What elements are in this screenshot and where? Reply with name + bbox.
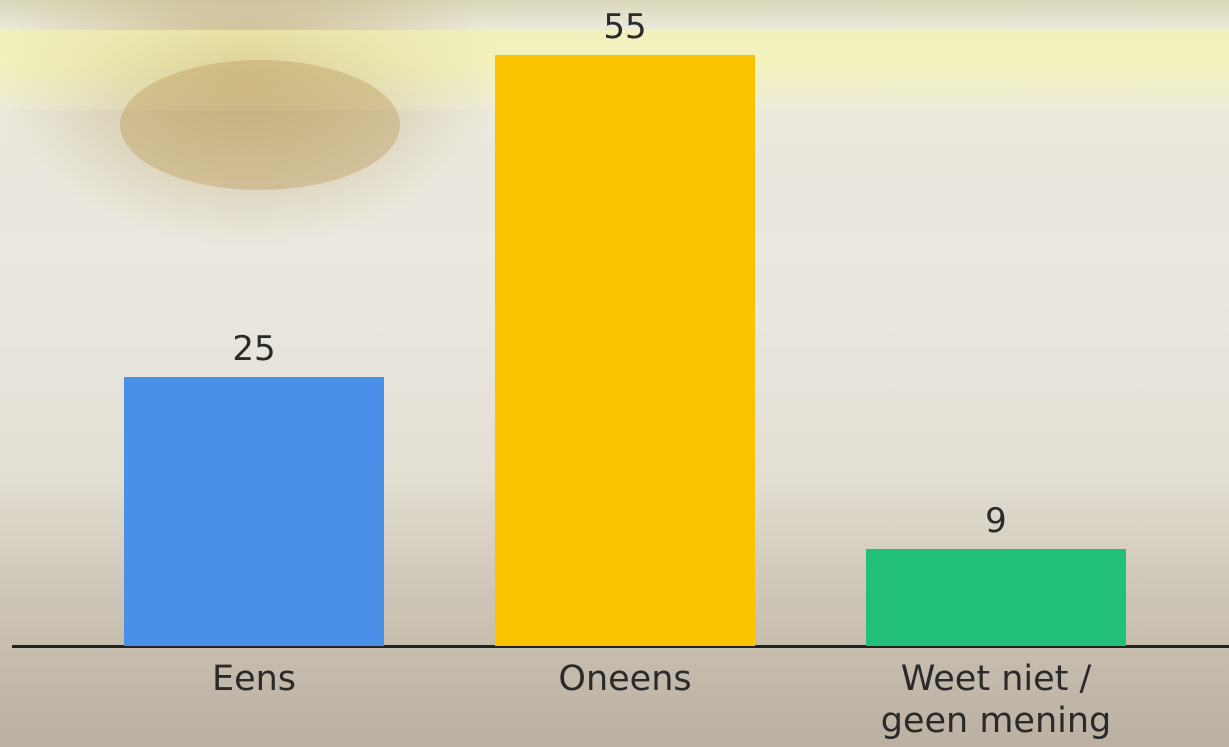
x-tick-label: Weet niet / geen mening: [880, 659, 1112, 741]
background-ornament: [120, 60, 400, 190]
bar: [495, 55, 755, 646]
bar: [866, 549, 1126, 646]
x-tick-label: Oneens: [558, 659, 692, 699]
value-label: 9: [985, 501, 1007, 542]
x-tick-label: Eens: [211, 659, 297, 699]
value-label: 25: [232, 329, 276, 370]
x-axis: [12, 645, 1229, 648]
value-label: 55: [603, 7, 647, 47]
bar: [124, 377, 384, 646]
